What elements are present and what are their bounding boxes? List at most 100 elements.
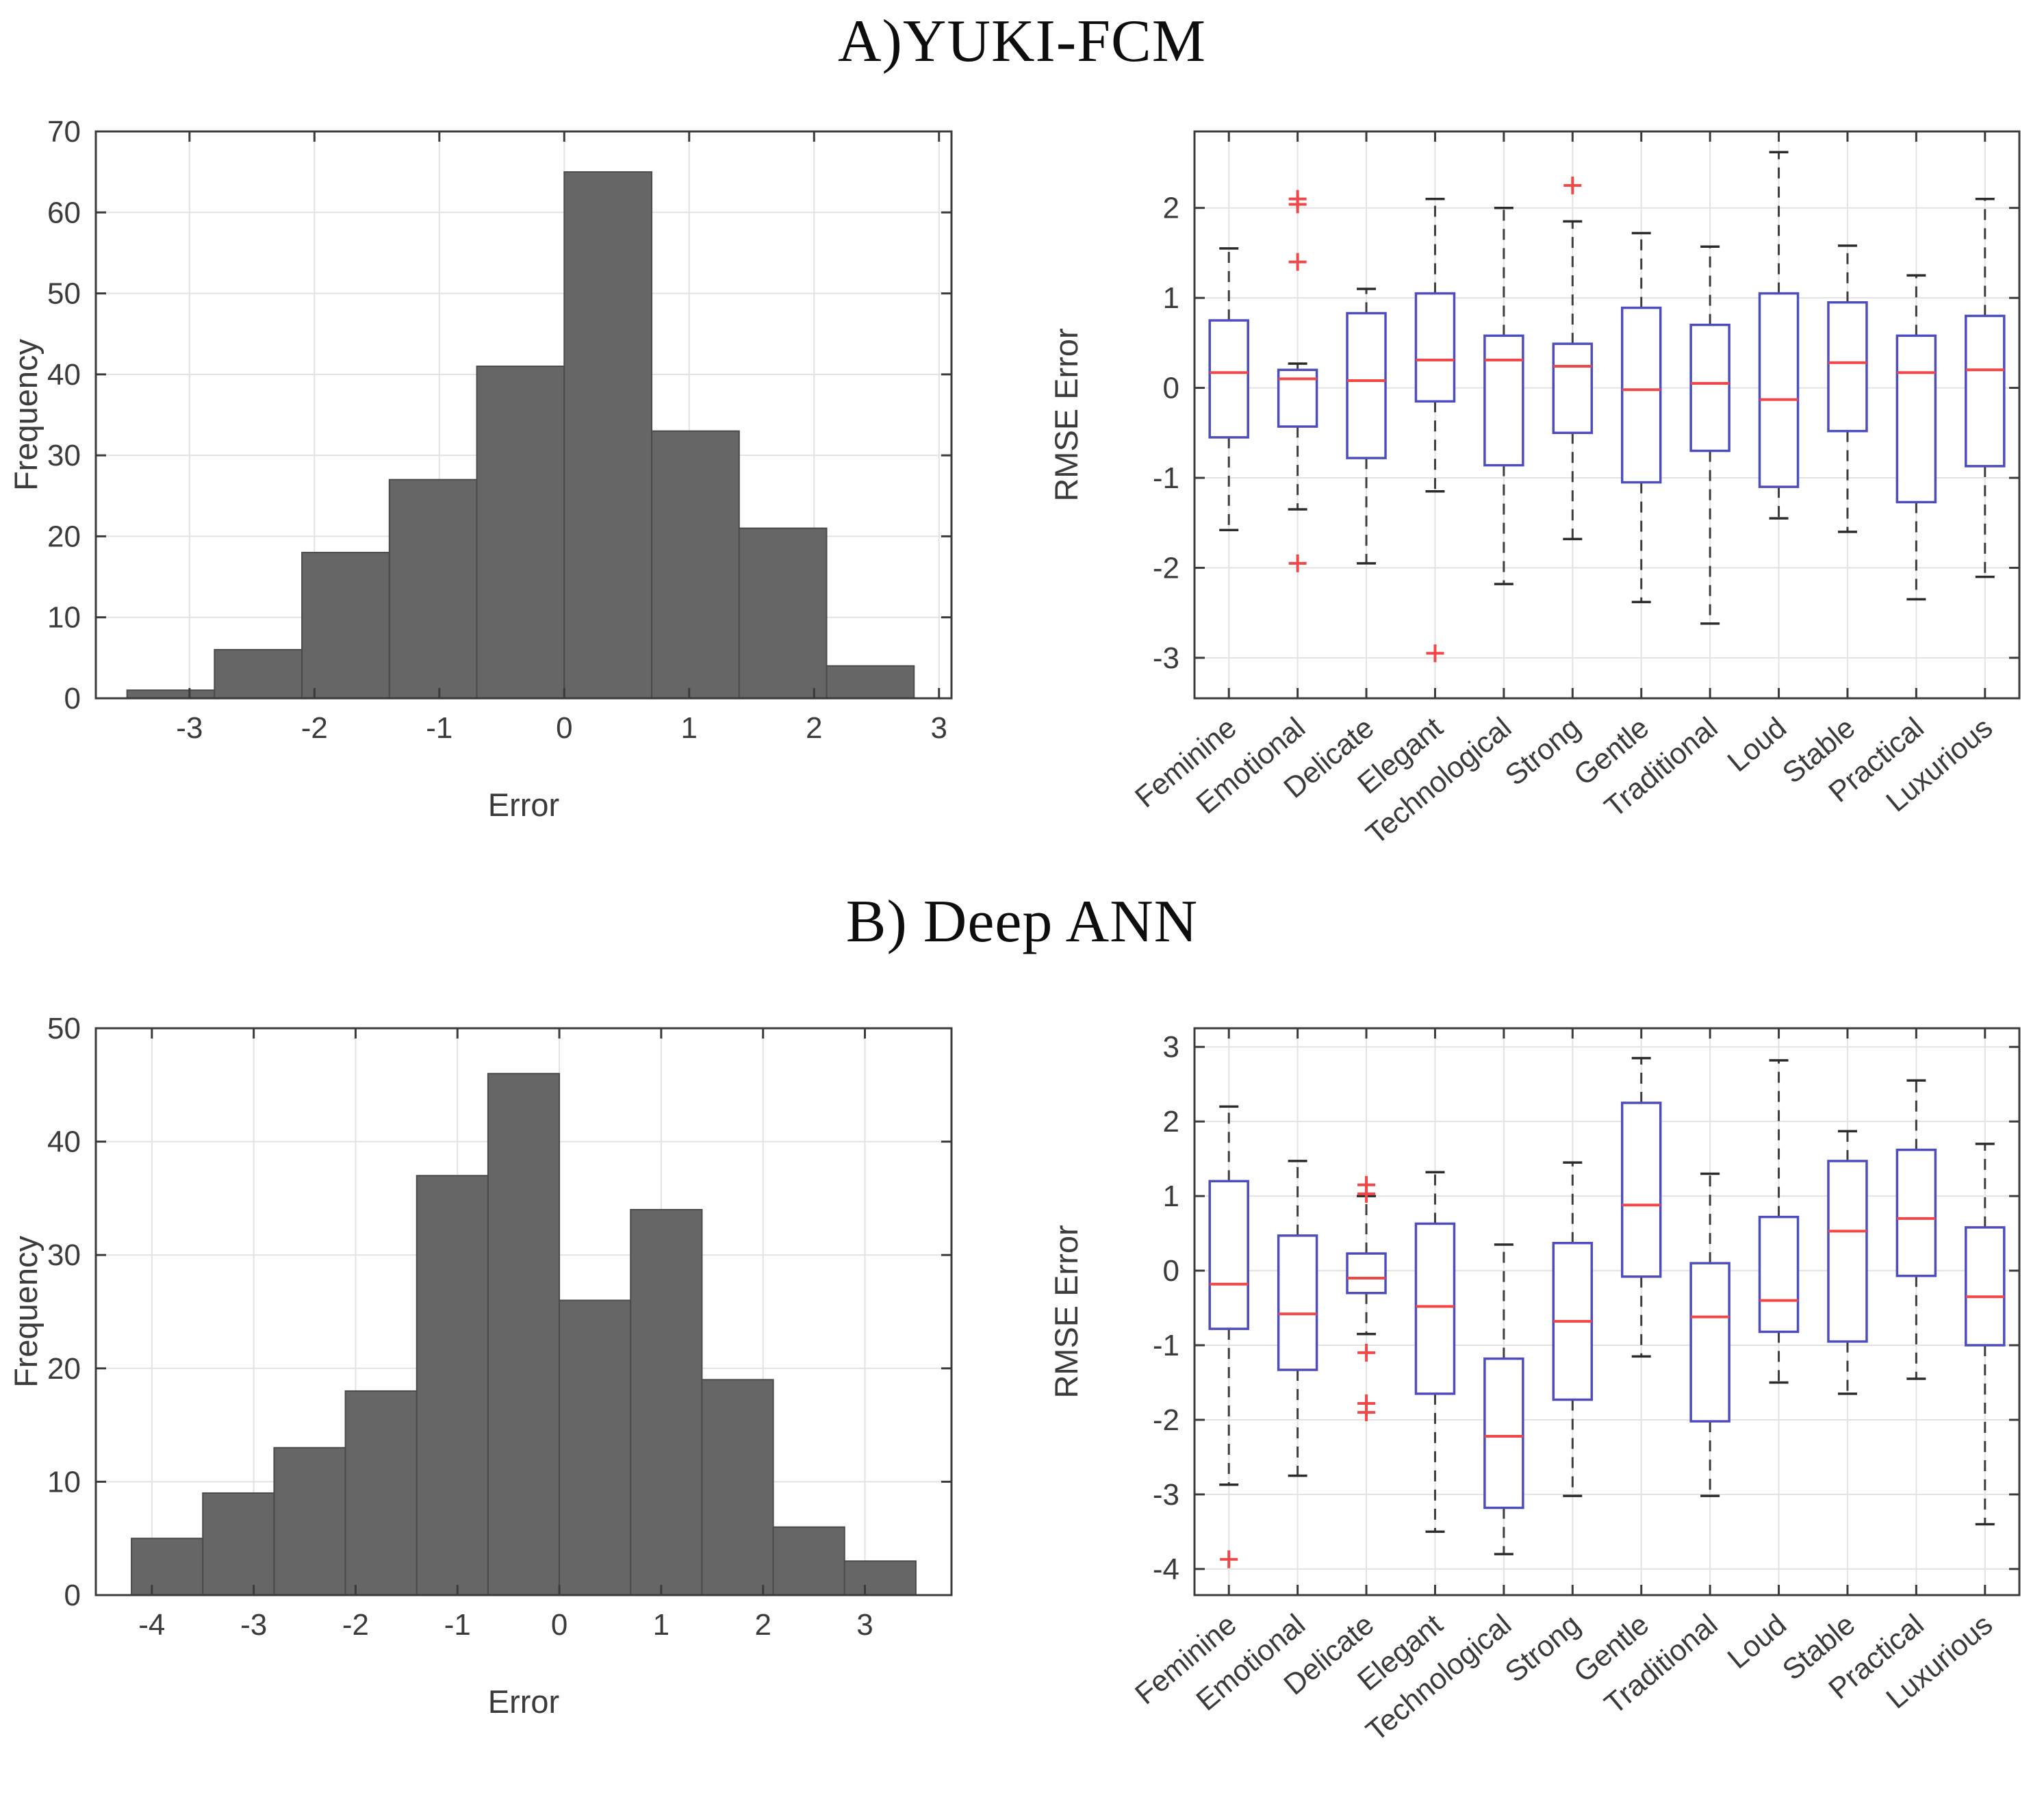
iqr-box <box>1620 1102 1662 1278</box>
x-tick-label: 1 <box>653 1608 669 1642</box>
iqr-box <box>1552 342 1594 435</box>
iqr-box <box>1895 334 1937 504</box>
iqr-box <box>1414 1222 1456 1395</box>
box-group <box>1965 1143 2006 1526</box>
x-tick-label: -3 <box>240 1608 267 1642</box>
histogram-bar <box>738 527 828 699</box>
x-tick-label: -2 <box>301 711 328 745</box>
histogram-bar <box>476 366 565 699</box>
iqr-box <box>1414 292 1456 403</box>
x-tick-label: 2 <box>754 1608 771 1642</box>
histogram-bar <box>563 171 653 699</box>
iqr-box <box>1758 292 1800 488</box>
box-group <box>1689 1172 1730 1497</box>
box-group <box>1208 247 1249 531</box>
box-group <box>1483 1243 1524 1555</box>
plot-border <box>94 130 953 700</box>
y-tick-label: 2 <box>1163 192 1179 225</box>
y-tick-label: 3 <box>1163 1030 1179 1064</box>
box-group <box>1414 1171 1456 1533</box>
outlier-marker <box>1563 176 1582 194</box>
x-axis-label: Error <box>488 1683 559 1720</box>
box-group <box>1552 1161 1594 1497</box>
box-group <box>1620 231 1662 604</box>
box-group <box>1895 1079 1937 1380</box>
box-group <box>1758 1059 1800 1384</box>
histogram-bar <box>202 1492 275 1596</box>
y-tick-label: 40 <box>47 1125 81 1159</box>
histogram-bar <box>126 689 216 700</box>
histogram-bar <box>344 1390 418 1596</box>
y-tick-label: 1 <box>1163 281 1179 315</box>
iqr-box <box>1689 323 1730 453</box>
histogram-bars <box>131 1073 917 1596</box>
x-tick-label: 0 <box>556 711 572 745</box>
outlier-marker <box>1357 1403 1376 1422</box>
y-tick-label: 10 <box>47 1465 81 1499</box>
y-tick-label: -4 <box>1153 1553 1179 1586</box>
x-tick-label: 0 <box>551 1608 567 1642</box>
y-axis-label: Frequency <box>8 338 44 491</box>
histogram-bar <box>843 1560 917 1596</box>
iqr-box <box>1758 1215 1800 1334</box>
box-group <box>1277 190 1318 572</box>
y-tick-label: 50 <box>47 277 81 311</box>
category-label: Strong <box>1499 711 1587 792</box>
gridlines <box>1195 131 2019 698</box>
outlier-marker <box>1288 554 1307 572</box>
y-tick-label: 60 <box>47 196 81 229</box>
histogram-bars <box>126 171 915 700</box>
histogram-bar <box>388 479 478 700</box>
y-tick-label: 20 <box>47 1352 81 1386</box>
y-tick-label: 0 <box>64 1579 81 1612</box>
box-group <box>1758 151 1800 520</box>
plot-border <box>1193 1027 2021 1596</box>
box-group <box>1552 176 1594 541</box>
histogram-bar <box>559 1299 632 1596</box>
box-group <box>1414 197 1456 663</box>
iqr-box <box>1208 1180 1249 1330</box>
iqr-box <box>1208 319 1249 439</box>
histogram-bar <box>826 665 915 700</box>
x-tick-label: 3 <box>931 711 947 745</box>
iqr-box <box>1346 1252 1387 1295</box>
box-group <box>1277 1160 1318 1477</box>
box-group <box>1827 1130 1868 1395</box>
histogram-bar <box>273 1447 346 1596</box>
panel-a-title: A)YUKI-FCM <box>838 8 1206 75</box>
y-tick-label: 30 <box>47 1238 81 1272</box>
y-tick-label: 1 <box>1163 1180 1179 1213</box>
y-tick-label: 30 <box>47 439 81 472</box>
outlier-marker <box>1357 1184 1376 1203</box>
box-group <box>1895 274 1937 601</box>
x-tick-label: -4 <box>138 1608 165 1642</box>
gridlines <box>1195 1028 2019 1595</box>
y-tick-label: 0 <box>64 682 81 715</box>
x-tick-label: 2 <box>806 711 822 745</box>
histogram-bar <box>651 430 740 699</box>
y-axis-label: RMSE Error <box>1048 1225 1084 1398</box>
box-group <box>1208 1105 1249 1568</box>
y-tick-label: 40 <box>47 358 81 392</box>
category-label: Strong <box>1499 1608 1587 1689</box>
box-group <box>1346 288 1387 565</box>
iqr-box <box>1965 314 2006 468</box>
histogram-bar <box>301 552 390 699</box>
x-tick-label: -2 <box>342 1608 369 1642</box>
histogram-bar <box>701 1379 774 1596</box>
iqr-box <box>1620 306 1662 484</box>
x-tick-label: -1 <box>426 711 452 745</box>
iqr-box <box>1277 1234 1318 1371</box>
y-tick-label: 2 <box>1163 1105 1179 1138</box>
iqr-box <box>1895 1148 1937 1277</box>
y-tick-label: -1 <box>1153 461 1179 495</box>
iqr-box <box>1346 311 1387 459</box>
box-group <box>1689 245 1730 625</box>
x-axis-label: Error <box>488 787 559 823</box>
outlier-marker <box>1288 195 1307 214</box>
histogram-bar <box>630 1208 703 1596</box>
histogram-bar <box>487 1073 561 1596</box>
plot-border <box>1193 130 2021 700</box>
iqr-box <box>1827 1160 1868 1343</box>
